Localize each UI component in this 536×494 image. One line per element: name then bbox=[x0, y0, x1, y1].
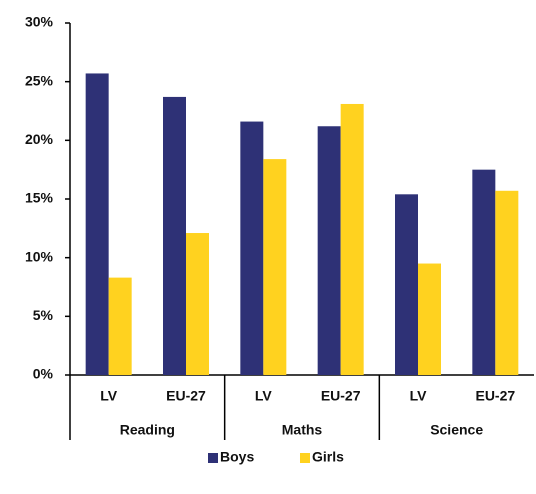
legend-label: Boys bbox=[220, 449, 254, 465]
bar bbox=[418, 263, 441, 375]
bar bbox=[85, 73, 109, 375]
bar bbox=[472, 169, 496, 375]
group-label: Science bbox=[430, 422, 483, 438]
bar bbox=[186, 233, 209, 375]
x-tick-label: LV bbox=[410, 388, 428, 404]
x-tick-label: LV bbox=[255, 388, 273, 404]
x-tick-label: EU-27 bbox=[475, 388, 515, 404]
legend-swatch bbox=[300, 453, 310, 463]
x-tick-label: LV bbox=[100, 388, 118, 404]
bar bbox=[495, 190, 519, 375]
y-tick-label: 10% bbox=[25, 248, 54, 264]
bar bbox=[240, 121, 264, 375]
y-tick-label: 20% bbox=[25, 131, 54, 147]
bar bbox=[395, 194, 418, 375]
y-tick-label: 25% bbox=[25, 72, 54, 88]
group-label: Reading bbox=[120, 422, 175, 438]
group-label: Maths bbox=[282, 422, 323, 438]
y-tick-label: 0% bbox=[33, 366, 54, 382]
y-tick-label: 30% bbox=[25, 14, 54, 30]
y-tick-label: 15% bbox=[25, 190, 54, 206]
y-tick-label: 5% bbox=[33, 307, 54, 323]
bar bbox=[108, 277, 132, 375]
legend-label: Girls bbox=[312, 449, 344, 465]
bar bbox=[263, 159, 287, 375]
bar bbox=[163, 96, 186, 376]
x-tick-label: EU-27 bbox=[321, 388, 361, 404]
bar bbox=[340, 103, 364, 376]
x-tick-label: EU-27 bbox=[166, 388, 206, 404]
bar bbox=[317, 126, 341, 376]
legend-swatch bbox=[208, 453, 218, 463]
